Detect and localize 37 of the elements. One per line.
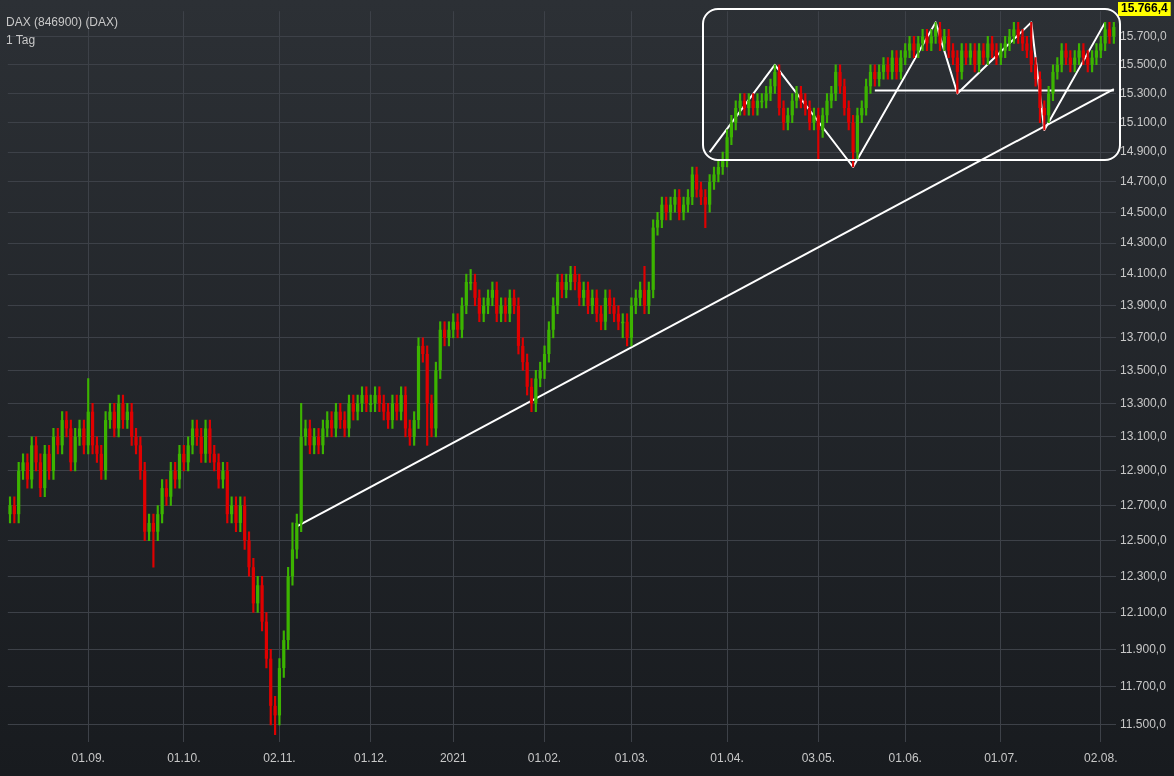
x-tick-label: 01.12.: [354, 751, 388, 766]
y-tick-label: 12.300,0: [1120, 568, 1168, 583]
y-tick-label: 12.900,0: [1120, 463, 1168, 478]
x-tick-label: 01.09.: [71, 751, 105, 766]
y-tick-label: 15.700,0: [1120, 28, 1168, 43]
y-tick-label: 14.900,0: [1120, 144, 1168, 159]
x-tick-label: 01.03.: [614, 751, 649, 766]
x-tick-label: 01.07.: [984, 751, 1018, 766]
x-tick-label: 02.11.: [263, 751, 296, 766]
y-tick-label: 11.700,0: [1120, 679, 1167, 694]
x-tick-label: 02.08.: [1084, 751, 1118, 766]
chart-title: DAX (846900) (DAX): [6, 15, 119, 29]
y-tick-label: 13.500,0: [1120, 362, 1168, 377]
y-tick-label: 13.900,0: [1120, 298, 1168, 313]
y-tick-label: 13.300,0: [1120, 395, 1168, 410]
y-tick-label: 14.700,0: [1120, 174, 1168, 189]
x-tick-label: 01.10.: [167, 751, 201, 766]
text: 1 Tag: [6, 33, 36, 47]
y-tick-label: 15.100,0: [1120, 114, 1168, 129]
y-tick-label: 11.900,0: [1120, 641, 1167, 656]
text: 15.766,4: [1121, 1, 1169, 16]
y-tick-label: 13.700,0: [1120, 330, 1168, 345]
x-tick-label: 01.02.: [527, 751, 562, 766]
y-tick-label: 13.100,0: [1120, 429, 1168, 444]
x-tick-label: 03.05.: [801, 751, 835, 766]
y-tick-label: 15.500,0: [1120, 57, 1168, 72]
y-tick-label: 11.500,0: [1120, 717, 1167, 732]
y-tick-label: 14.300,0: [1120, 235, 1168, 250]
x-tick-label: 01.04.: [710, 751, 744, 766]
y-tick-label: 14.100,0: [1120, 266, 1168, 281]
y-tick-label: 15.300,0: [1120, 85, 1168, 100]
y-tick-label: 14.500,0: [1120, 204, 1168, 219]
y-tick-label: 12.500,0: [1120, 532, 1168, 547]
x-tick-label: 01.06.: [888, 751, 922, 766]
y-tick-label: 12.100,0: [1120, 604, 1168, 619]
y-tick-label: 12.700,0: [1120, 497, 1168, 512]
x-tick-label: 2021: [439, 751, 467, 766]
